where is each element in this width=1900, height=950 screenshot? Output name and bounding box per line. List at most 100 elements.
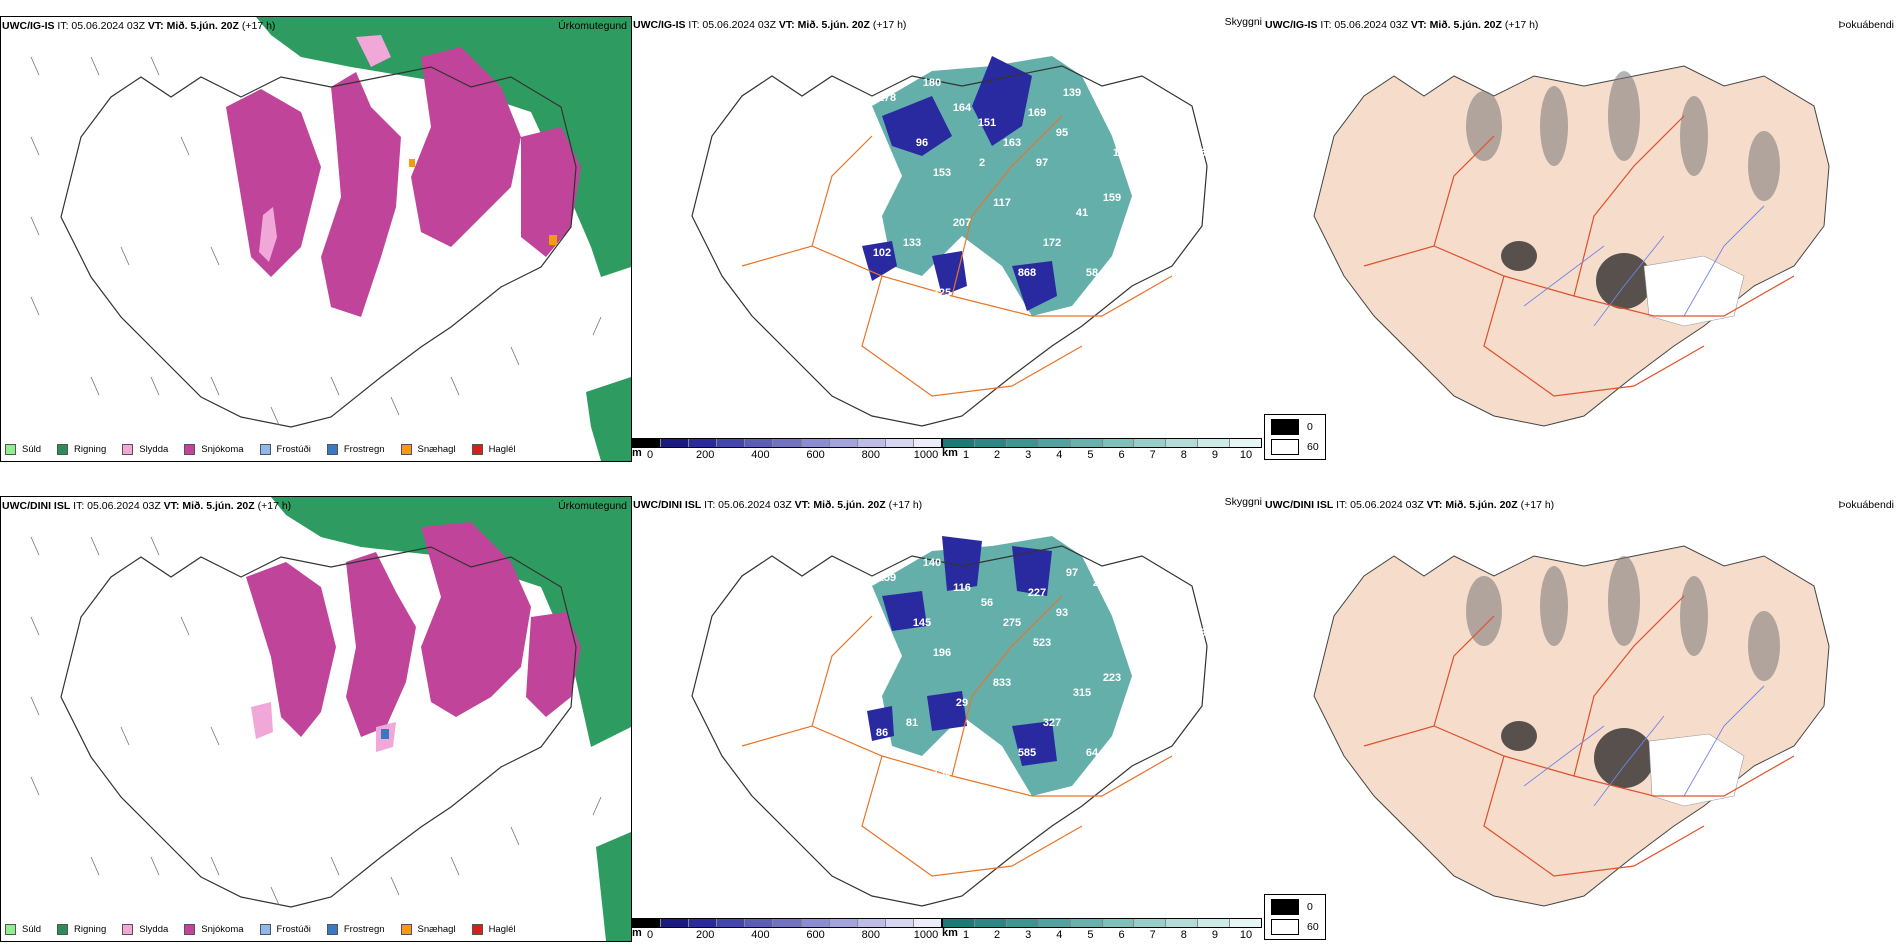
fog-legend: 0 60 bbox=[1264, 414, 1326, 460]
cloud-base-value: 203 bbox=[1183, 657, 1201, 669]
colorbar-tick: 4 bbox=[1056, 449, 1063, 461]
legend-item: Slydda bbox=[122, 924, 168, 935]
panel-title: Þokuábendi bbox=[1838, 499, 1894, 511]
model-name: UWC/DINI ISL bbox=[2, 500, 71, 512]
legend-item: Frostregn bbox=[326, 444, 385, 455]
sleet-area bbox=[259, 35, 391, 262]
cloud-base-value: 275 bbox=[1003, 617, 1021, 629]
fog-legend-item: 0 bbox=[1271, 419, 1319, 435]
cloud-base-value: 227 bbox=[1028, 587, 1046, 599]
cloud-base-value: 325 bbox=[933, 287, 951, 299]
colorbar-tick: 6 bbox=[1118, 449, 1125, 461]
cloud-base-value: 327 bbox=[1043, 717, 1061, 729]
fog-road-network bbox=[1363, 595, 1795, 877]
iceland-coastline bbox=[691, 65, 1208, 427]
precip-type-map-top bbox=[30, 17, 631, 461]
valid-time-label: VT: bbox=[147, 20, 164, 32]
fog-legend-item: 0 bbox=[1271, 899, 1319, 915]
colorbar-segment bbox=[1038, 439, 1071, 447]
cloud-base-value: 100 bbox=[1113, 147, 1131, 159]
fog-gray-patches bbox=[1466, 71, 1780, 201]
init-time: IT: 05.06.2024 03Z bbox=[1336, 499, 1424, 511]
cloud-base-value: 523 bbox=[1033, 637, 1051, 649]
model-name: UWC/DINI ISL bbox=[633, 499, 702, 511]
legend-item: Snæhagl bbox=[400, 444, 456, 455]
legend-item: Frostúði bbox=[259, 924, 311, 935]
colorbar-segment bbox=[913, 919, 942, 927]
legend-item: Súld bbox=[5, 444, 41, 455]
cloud-base-value: 164 bbox=[953, 102, 972, 114]
height-unit: m bbox=[632, 447, 642, 459]
colorbar-segment bbox=[689, 439, 718, 447]
rain-area bbox=[256, 17, 631, 461]
snow-area bbox=[226, 47, 581, 317]
road-network bbox=[741, 595, 1173, 877]
precip-type-legend: Súld Rigning Slydda Snjókoma Frostúði Fr… bbox=[5, 924, 532, 935]
fog-panel-bottom: UWC/DINI ISL IT: 05.06.2024 03Z VT: Mið.… bbox=[1264, 496, 1900, 942]
model-name: UWC/IG-IS bbox=[2, 20, 55, 32]
colorbar-segment bbox=[1102, 919, 1135, 927]
cloud-base-value: 97 bbox=[1066, 567, 1078, 579]
colorbar-tick: 1000 bbox=[913, 929, 939, 941]
panel-header: UWC/IG-IS IT: 05.06.2024 03Z VT: Mið. 5.… bbox=[633, 19, 906, 31]
cloud-base-value: 99 bbox=[1096, 97, 1108, 109]
cloud-base-value: 336 bbox=[1188, 147, 1206, 159]
height-ticks: 0 200 400 600 800 1000 bbox=[632, 929, 942, 943]
colorbar-segment bbox=[1166, 439, 1199, 447]
colorbar-tick: 0 bbox=[646, 449, 654, 461]
cloud-base-value: 139 bbox=[1063, 87, 1081, 99]
cloud-base-value: 207 bbox=[953, 217, 971, 229]
lead-time: (+17 h) bbox=[872, 19, 907, 31]
colorbar-segment bbox=[1198, 439, 1231, 447]
cloud-base-value: 106 bbox=[1163, 207, 1181, 219]
cloud-base-value: 117 bbox=[993, 197, 1011, 209]
init-time: IT: 05.06.2024 03Z bbox=[688, 19, 776, 31]
colorbar-tick: 8 bbox=[1180, 449, 1187, 461]
cloud-base-value: 153 bbox=[933, 167, 951, 179]
cloud-base-value: 133 bbox=[903, 237, 921, 249]
colorbar-segment bbox=[885, 439, 914, 447]
height-unit: m bbox=[632, 927, 642, 939]
init-time: IT: 05.06.2024 03Z bbox=[57, 20, 145, 32]
precip-type-panel-top: UWC/IG-IS IT: 05.06.2024 03Z VT: Mið. 5.… bbox=[0, 16, 632, 462]
model-name: UWC/IG-IS bbox=[633, 19, 686, 31]
colorbar-tick: 5 bbox=[1087, 929, 1094, 941]
panel-title: Úrkomutegund bbox=[558, 20, 627, 32]
cloud-base-value: 371 bbox=[1118, 597, 1136, 609]
cloud-base-value: 101 bbox=[1143, 587, 1161, 599]
height-ticks: 0 200 400 600 800 1000 bbox=[632, 449, 942, 463]
cloud-base-value: 29 bbox=[956, 697, 968, 709]
valid-time: Mið. 5.jún. 20Z bbox=[166, 20, 239, 32]
colorbar-tick: 4 bbox=[1056, 929, 1063, 941]
iceland-land bbox=[1313, 545, 1830, 907]
fog-gray-patches bbox=[1466, 556, 1780, 681]
colorbar-segment bbox=[885, 919, 914, 927]
legend-item: Haglél bbox=[471, 924, 516, 935]
valid-time: Mið. 5.jún. 20Z bbox=[813, 499, 886, 511]
valid-time: Mið. 5.jún. 20Z bbox=[1429, 19, 1502, 31]
colorbar-segment bbox=[1006, 439, 1039, 447]
visibility-ticks: 1 2 3 4 5 6 7 8 9 10 bbox=[942, 449, 1262, 463]
colorbar-tick: 400 bbox=[751, 449, 770, 461]
cloud-base-value: 153 bbox=[1123, 237, 1141, 249]
cloud-base-value: 96 bbox=[916, 137, 928, 149]
legend-item: Snjókoma bbox=[184, 924, 244, 935]
cloud-base-labels: 1781801641511631699615397139991105641223… bbox=[873, 77, 1206, 299]
height-colorbar-strip bbox=[632, 918, 942, 928]
legend-item: Rigning bbox=[57, 444, 106, 455]
height-colorbar: m 0 200 400 600 800 1000 bbox=[632, 438, 942, 462]
colorbar-segment bbox=[773, 439, 802, 447]
cloud-base-panel-bottom: 159 140 116 56 275 227 145 196 523 97 230 371 101 117… bbox=[632, 496, 1264, 942]
precip-type-panel-bottom: UWC/DINI ISL IT: 05.06.2024 03Z VT: Mið.… bbox=[0, 496, 632, 942]
colorbar-tick: 600 bbox=[806, 449, 825, 461]
cloud-base-map-bottom: 159 140 116 56 275 227 145 196 523 97 230 371 101 117… bbox=[691, 536, 1208, 907]
colorbar-segment bbox=[1198, 919, 1231, 927]
colorbar-tick: 7 bbox=[1149, 929, 1156, 941]
model-name: UWC/DINI ISL bbox=[1265, 499, 1334, 511]
cloud-base-value: 41 bbox=[1166, 687, 1178, 699]
colorbar-tick: 1 bbox=[962, 449, 970, 461]
panel-header: UWC/IG-IS IT: 05.06.2024 03Z VT: Mið. 5.… bbox=[1265, 19, 1538, 31]
legend-item: Snæhagl bbox=[400, 924, 456, 935]
cloud-base-value: 180 bbox=[923, 77, 941, 89]
colorbar-segment bbox=[801, 919, 830, 927]
